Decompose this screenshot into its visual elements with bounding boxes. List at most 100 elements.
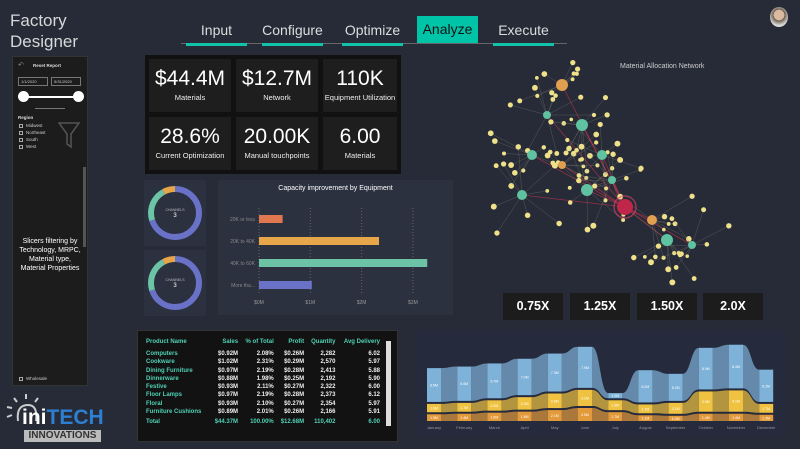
network-node [507, 102, 513, 108]
ribbon-connector [622, 400, 639, 414]
network-node [512, 170, 518, 176]
table-cell: 5.88 [368, 367, 380, 374]
segment-label: 1.3M [430, 416, 438, 420]
region-checkbox-west[interactable]: West [19, 143, 46, 150]
network-node [550, 96, 556, 102]
ribbon-segment [487, 400, 502, 411]
network-node [591, 112, 597, 118]
col-header[interactable]: Profit [288, 339, 305, 345]
multiplier-button-0.75x[interactable]: 0.75X [503, 293, 563, 320]
network-hub-node [558, 161, 566, 169]
network-edge [691, 225, 729, 246]
network-edge [581, 97, 606, 126]
table-cell: $0.28M [284, 392, 305, 399]
ribbon-segment [487, 363, 502, 399]
tab-optimize[interactable]: Optimize [342, 17, 403, 46]
wholesale-checkbox[interactable]: Wholesale [19, 375, 47, 382]
table-row[interactable]: Dining Furniture $0.97M 2.19% $0.28M 2,413 5.… [144, 367, 382, 375]
segment-label: 8.0M [702, 367, 710, 371]
user-avatar[interactable] [770, 7, 788, 27]
network-edge [611, 154, 614, 181]
tab-input[interactable]: Input [186, 17, 247, 46]
region-label: Region [18, 115, 34, 120]
date-start-input[interactable]: 1/1/2020 [18, 77, 48, 86]
y-category-label: 20K or less [230, 217, 256, 223]
region-checkbox-south[interactable]: South [19, 136, 46, 143]
multiplier-button-1.25x[interactable]: 1.25X [570, 293, 630, 320]
multiplier-button-1.50x[interactable]: 1.50X [637, 293, 697, 320]
y-category-label: 40K to 60K [230, 261, 255, 267]
table-row[interactable]: Floor Lamps $0.97M 2.19% $0.28M 2,373 6.12 [144, 391, 382, 399]
ribbon-segment [517, 411, 532, 421]
network-node [578, 94, 584, 100]
sidebar-scrollbar[interactable] [83, 167, 86, 247]
table-cell: $0.97M [218, 392, 239, 399]
network-node [595, 163, 600, 168]
network-edge [496, 165, 523, 196]
table-cell: 6.12 [368, 392, 380, 399]
reset-report-button[interactable]: Reset Report [33, 63, 62, 68]
table-cell: 2.19% [256, 392, 274, 399]
table-row[interactable]: Furniture Cushions $0.89M 2.01% $0.26M 2,166… [144, 408, 382, 416]
network-edge [510, 104, 548, 116]
table-cell: 2.01% [256, 409, 274, 416]
table-row[interactable]: Dinnerware $0.88M 1.98% $0.25M 2,192 5.90 [144, 375, 382, 383]
network-node [642, 254, 647, 259]
ribbon-segment [638, 415, 653, 421]
ribbon-connector [561, 389, 578, 409]
date-end-input[interactable]: 5/31/2020 [51, 77, 81, 86]
network-node [574, 71, 579, 76]
network-edge [569, 147, 588, 191]
col-header[interactable]: Sales [222, 339, 239, 345]
network-node [524, 212, 531, 219]
ribbon-segment [547, 353, 562, 392]
table-cell: $0.88M [218, 375, 239, 382]
region-checkbox-northeast[interactable]: Northeast [19, 129, 46, 136]
table-cell: $1.02M [218, 359, 239, 366]
table-cell: 1.98% [256, 375, 274, 382]
network-node [576, 177, 582, 184]
segment-label: 1.0M [611, 394, 619, 398]
table-row[interactable]: Cookware $1.02M 2.31% $0.29M 2,570 5.97 [144, 358, 382, 366]
segment-label: 7.9M [581, 366, 589, 370]
tab-analyze[interactable]: Analyze [417, 16, 478, 43]
network-node [574, 66, 581, 72]
multiplier-button-2.0x[interactable]: 2.0X [703, 293, 763, 320]
table-cell: 2.08% [256, 351, 274, 357]
network-node [494, 230, 500, 236]
col-header[interactable]: % of Total [245, 339, 274, 345]
col-header[interactable]: Avg Delivery [343, 339, 380, 345]
ribbon-connector [441, 402, 458, 413]
segment-label: 2.1M [672, 407, 680, 411]
network-node [508, 162, 515, 169]
month-label: October [699, 425, 714, 430]
table-row[interactable]: Computers $0.92M 2.08% $0.26M 2,282 6.02 [144, 350, 382, 358]
tab-execute[interactable]: Execute [493, 17, 554, 46]
table-row[interactable]: Floral $0.93M 2.10% $0.27M 2,354 5.97 [144, 400, 382, 408]
region-checkbox-midwest[interactable]: Midwest [19, 122, 46, 129]
slider-handle-start[interactable] [18, 91, 29, 102]
table-cell: 2,322 [320, 384, 336, 391]
network-edge [519, 84, 563, 102]
table-row[interactable]: Festive $0.93M 2.11% $0.27M 2,322 6.00 [144, 383, 382, 391]
table-scrollbar[interactable] [386, 341, 391, 426]
slider-handle-end[interactable] [73, 91, 84, 102]
network-node [590, 222, 597, 229]
col-header[interactable]: Product Name [146, 339, 187, 345]
date-slider-track[interactable] [23, 96, 79, 98]
tab-configure[interactable]: Configure [262, 17, 323, 46]
network-node [610, 151, 616, 157]
network-hub-node [527, 150, 537, 160]
col-header[interactable]: Quantity [311, 339, 336, 345]
central-node-halo [613, 195, 637, 219]
bar [259, 259, 428, 267]
table-cell: Furniture Cushions [146, 409, 202, 416]
network-edge [601, 154, 606, 201]
segment-label: 1.8M [521, 415, 529, 419]
network-edge [581, 146, 613, 181]
network-edge [490, 133, 533, 156]
reset-icon[interactable]: ↶ [18, 62, 24, 69]
network-node [556, 220, 562, 227]
network-edge [628, 210, 668, 241]
ribbon-connector [441, 366, 458, 402]
